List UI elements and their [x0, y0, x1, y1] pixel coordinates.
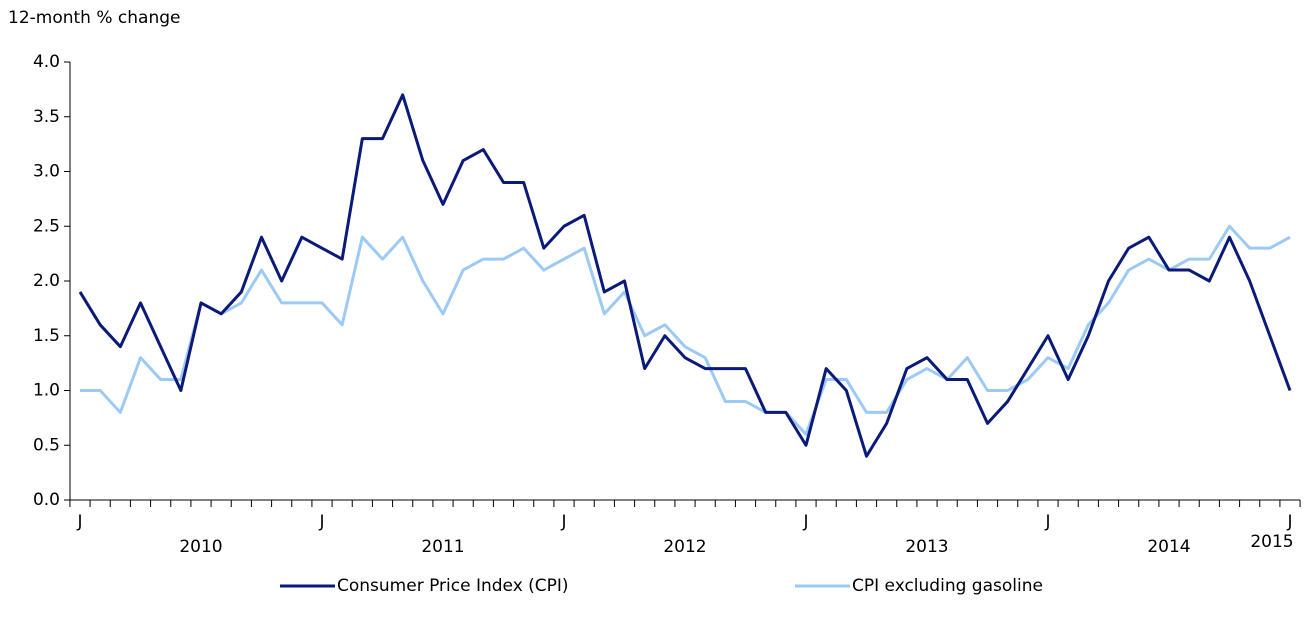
legend-label: Consumer Price Index (CPI) — [337, 576, 569, 596]
y-tick-label: 4.0 — [33, 52, 60, 72]
y-tick-label: 2.0 — [33, 271, 60, 291]
x-tick-label: J — [802, 512, 808, 532]
y-tick-label: 2.5 — [33, 216, 60, 236]
x-tick-label: J — [1044, 512, 1050, 532]
year-label: 2014 — [1147, 537, 1190, 557]
line-series — [80, 224, 1291, 436]
x-tick-label: J — [560, 512, 566, 532]
legend-label: CPI excluding gasoline — [852, 576, 1043, 596]
y-tick-label: 3.0 — [33, 162, 60, 182]
y-tick-label: 1.0 — [33, 381, 60, 401]
y-tick-label: 0.5 — [33, 435, 60, 455]
year-label: 2011 — [421, 537, 464, 557]
x-tick-label: J — [318, 512, 324, 532]
year-label: 2012 — [663, 537, 706, 557]
x-tick-label: J — [76, 512, 82, 532]
x-tick-label: J — [1286, 512, 1292, 532]
y-tick-label: 1.5 — [33, 326, 60, 346]
year-label: 2010 — [179, 537, 222, 557]
year-label: 2015 — [1250, 532, 1293, 552]
y-tick-label: 3.5 — [33, 107, 60, 127]
y-tick-label: 0.0 — [33, 490, 60, 510]
year-label: 2013 — [905, 537, 948, 557]
line-series — [78, 93, 1292, 458]
y-axis-label: 12-month % change — [8, 8, 180, 28]
